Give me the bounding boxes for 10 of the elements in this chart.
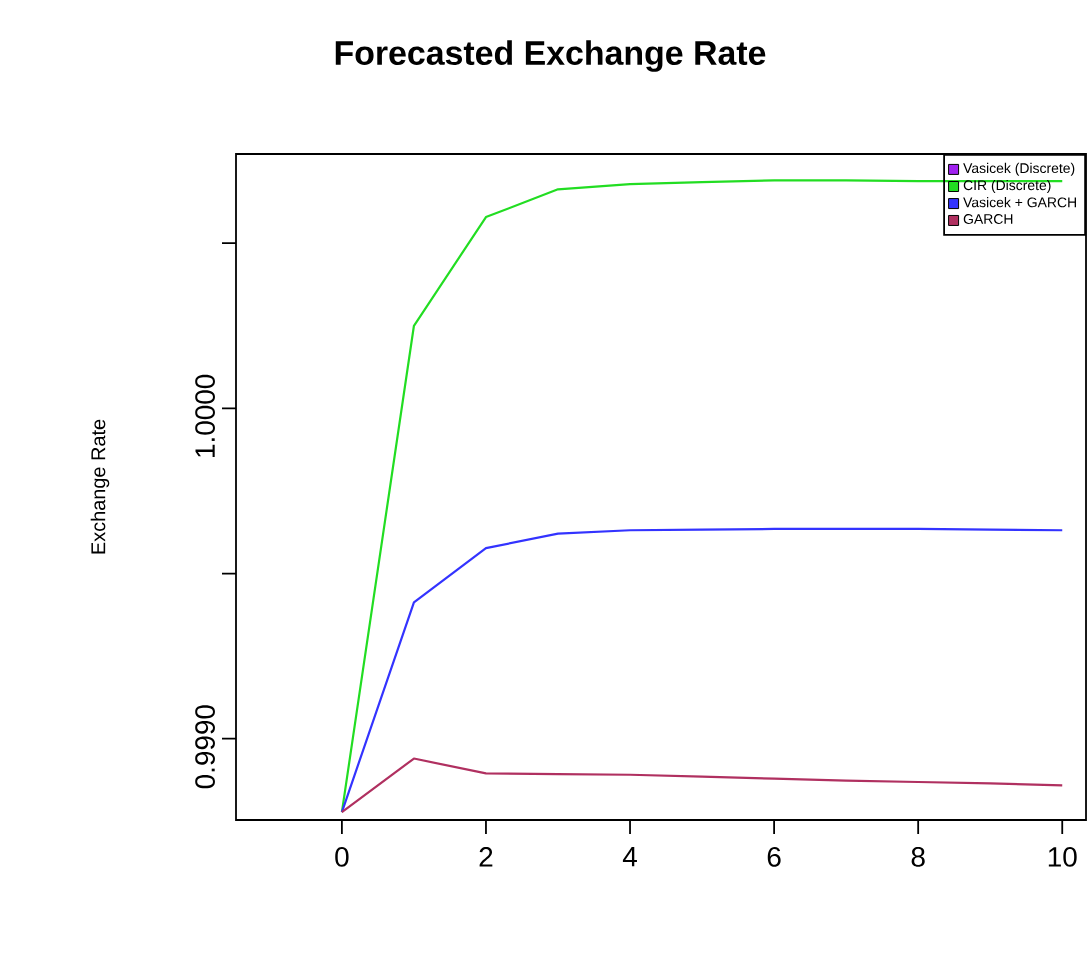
x-tick-label: 2 — [479, 847, 493, 867]
x-tick-label: 4 — [622, 847, 637, 867]
y-axis-title: Exchange Rate — [90, 419, 110, 554]
x-tick-label: 8 — [911, 847, 925, 867]
x-tick-label: 10 — [1048, 847, 1077, 867]
x-tick-label: 0 — [335, 847, 349, 867]
chart-title: Forecasted Exchange Rate — [335, 40, 766, 72]
x-tick-label: 6 — [767, 847, 781, 867]
y-tick-label: 0.9990 — [195, 705, 215, 789]
y-tick-label: 1.0000 — [195, 374, 215, 457]
